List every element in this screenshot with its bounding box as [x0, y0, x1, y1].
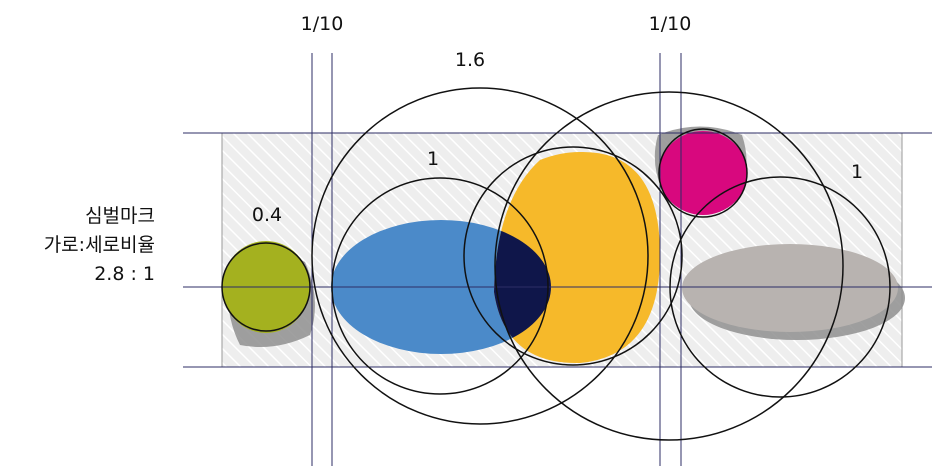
label-small-circle: 0.4 [252, 204, 282, 226]
label-right-gap: 1/10 [649, 13, 692, 35]
label-large-circle: 1.6 [455, 49, 485, 71]
magenta-shape [659, 131, 747, 215]
label-left-gap: 1/10 [301, 13, 344, 35]
label-right-circle: 1 [851, 161, 863, 183]
side-label-ratio-value: 2.8 : 1 [94, 263, 155, 285]
side-label-title: 심벌마크 [85, 205, 155, 227]
side-label-ratio-caption: 가로:세로비율 [44, 234, 155, 256]
gray-shape [682, 244, 898, 332]
label-middle-circle: 1 [427, 148, 439, 170]
